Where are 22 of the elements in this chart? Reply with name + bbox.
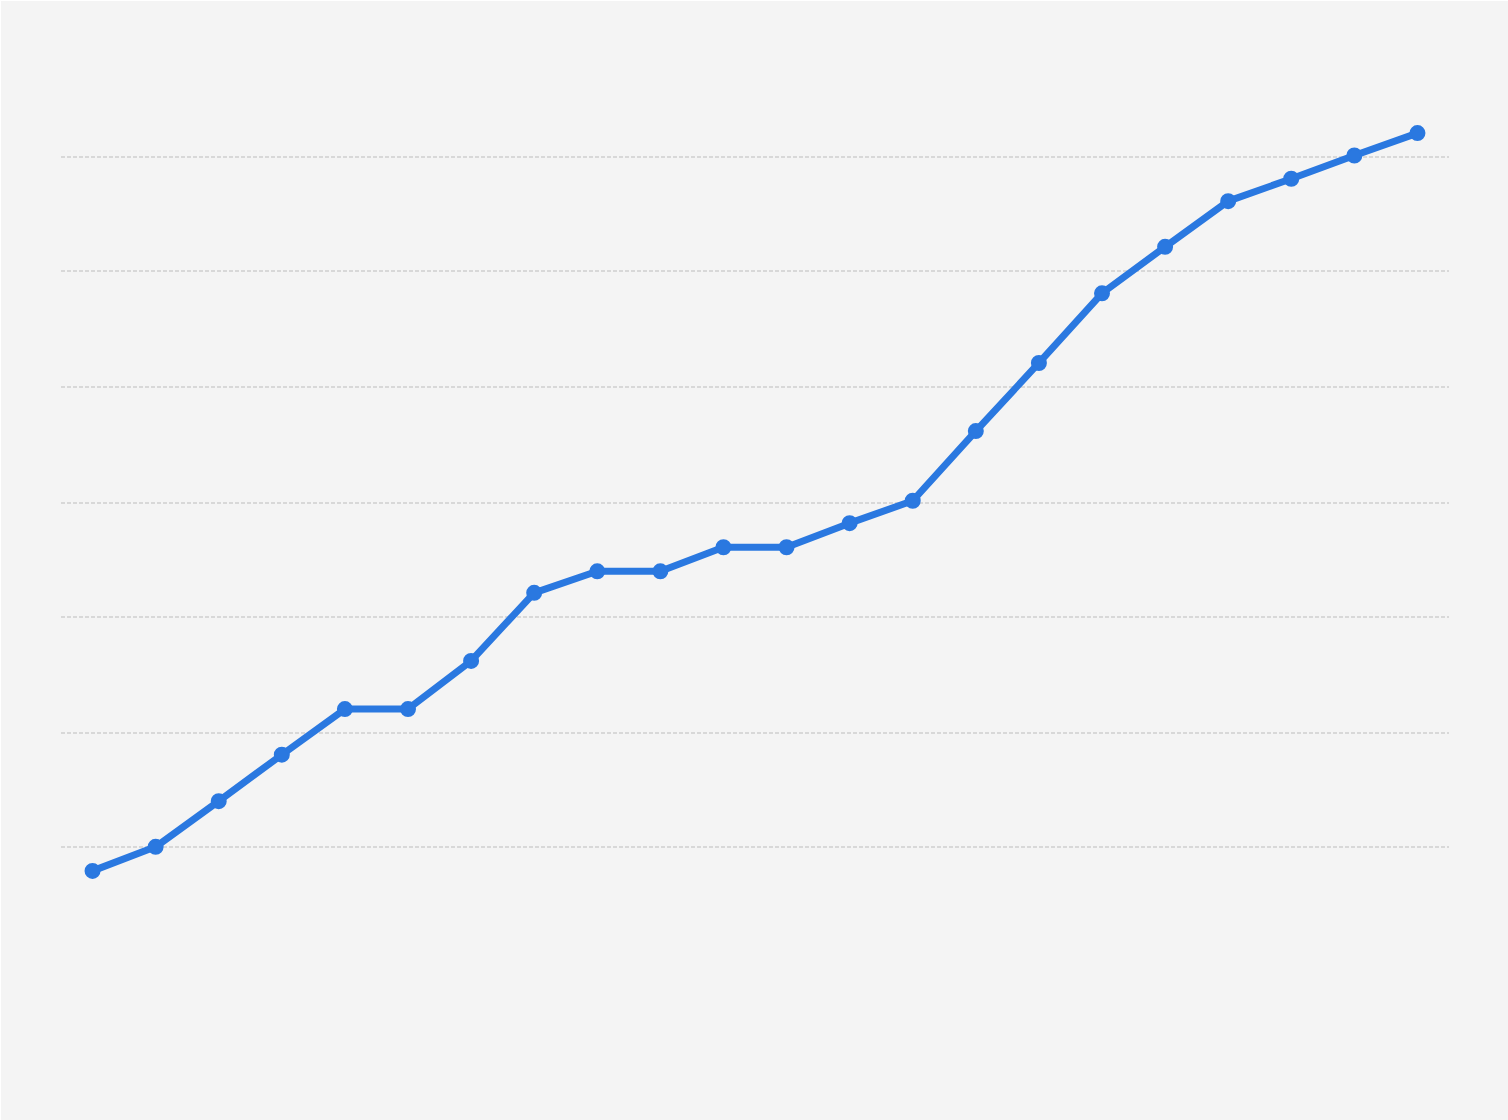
- point: [967, 423, 984, 440]
- point: [463, 652, 480, 669]
- point: [1094, 285, 1110, 302]
- point: [400, 701, 416, 718]
- point: [526, 584, 543, 601]
- point: [1283, 170, 1300, 187]
- point: [1409, 125, 1426, 142]
- point: [1220, 193, 1237, 210]
- point: [336, 701, 353, 718]
- point: [1157, 238, 1174, 255]
- point: [652, 563, 669, 580]
- point: [147, 838, 164, 855]
- point: [904, 492, 921, 509]
- point: [1346, 147, 1363, 164]
- point: [778, 539, 795, 556]
- point: [1030, 355, 1047, 371]
- point: [589, 563, 606, 580]
- point: [273, 746, 290, 763]
- point: [841, 515, 858, 532]
- point: [210, 793, 227, 810]
- point: [84, 862, 101, 879]
- point: [715, 539, 732, 556]
